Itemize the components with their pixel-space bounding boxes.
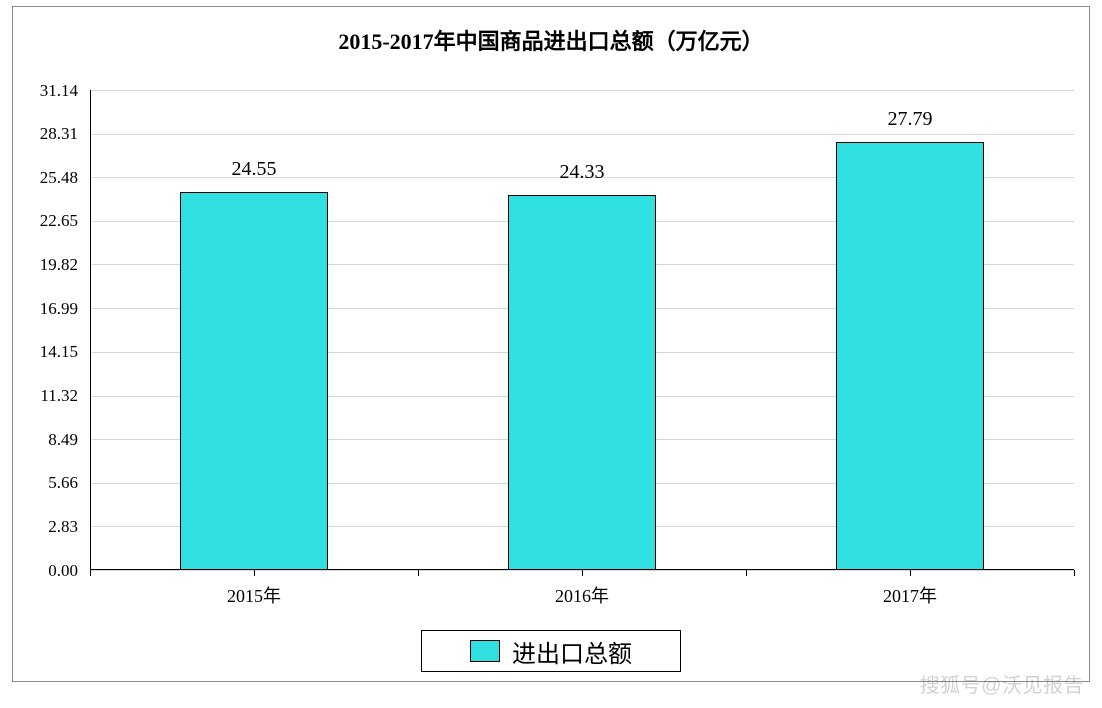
x-tick-mark: [90, 570, 91, 576]
y-tick-label: 31.14: [0, 81, 78, 101]
x-tick-mark: [254, 570, 255, 576]
y-axis-line: [90, 90, 91, 570]
x-tick-mark: [418, 570, 419, 576]
y-tick-label: 22.65: [0, 211, 78, 231]
bar: [508, 195, 656, 570]
gridline: [90, 134, 1074, 135]
bar-value-label: 24.55: [194, 158, 314, 181]
y-tick-label: 5.66: [0, 473, 78, 493]
x-tick-label: 2017年: [830, 582, 990, 608]
y-tick-label: 28.31: [0, 124, 78, 144]
chart-title: 2015-2017年中国商品进出口总额（万亿元）: [0, 24, 1102, 56]
y-tick-label: 2.83: [0, 517, 78, 537]
bar: [836, 142, 984, 570]
x-tick-label: 2016年: [502, 582, 662, 608]
plot-area: 24.55 24.33 27.79: [90, 90, 1074, 570]
bar-value-label: 27.79: [850, 108, 970, 131]
gridline: [90, 90, 1074, 91]
x-tick-label: 2015年: [174, 582, 334, 608]
x-tick-mark: [1074, 570, 1075, 576]
x-tick-mark: [582, 570, 583, 576]
legend-swatch: [470, 640, 500, 662]
y-tick-label: 14.15: [0, 342, 78, 362]
watermark: 搜狐号@沃见报告: [920, 669, 1084, 698]
legend: 进出口总额: [421, 630, 681, 672]
y-tick-label: 8.49: [0, 430, 78, 450]
y-tick-label: 0.00: [0, 561, 78, 581]
y-tick-label: 16.99: [0, 299, 78, 319]
bar-value-label: 24.33: [522, 161, 642, 184]
y-tick-label: 11.32: [0, 386, 78, 406]
y-tick-label: 25.48: [0, 168, 78, 188]
bar: [180, 192, 328, 570]
y-tick-label: 19.82: [0, 255, 78, 275]
x-tick-mark: [910, 570, 911, 576]
legend-label: 进出口总额: [512, 634, 632, 669]
x-tick-mark: [746, 570, 747, 576]
